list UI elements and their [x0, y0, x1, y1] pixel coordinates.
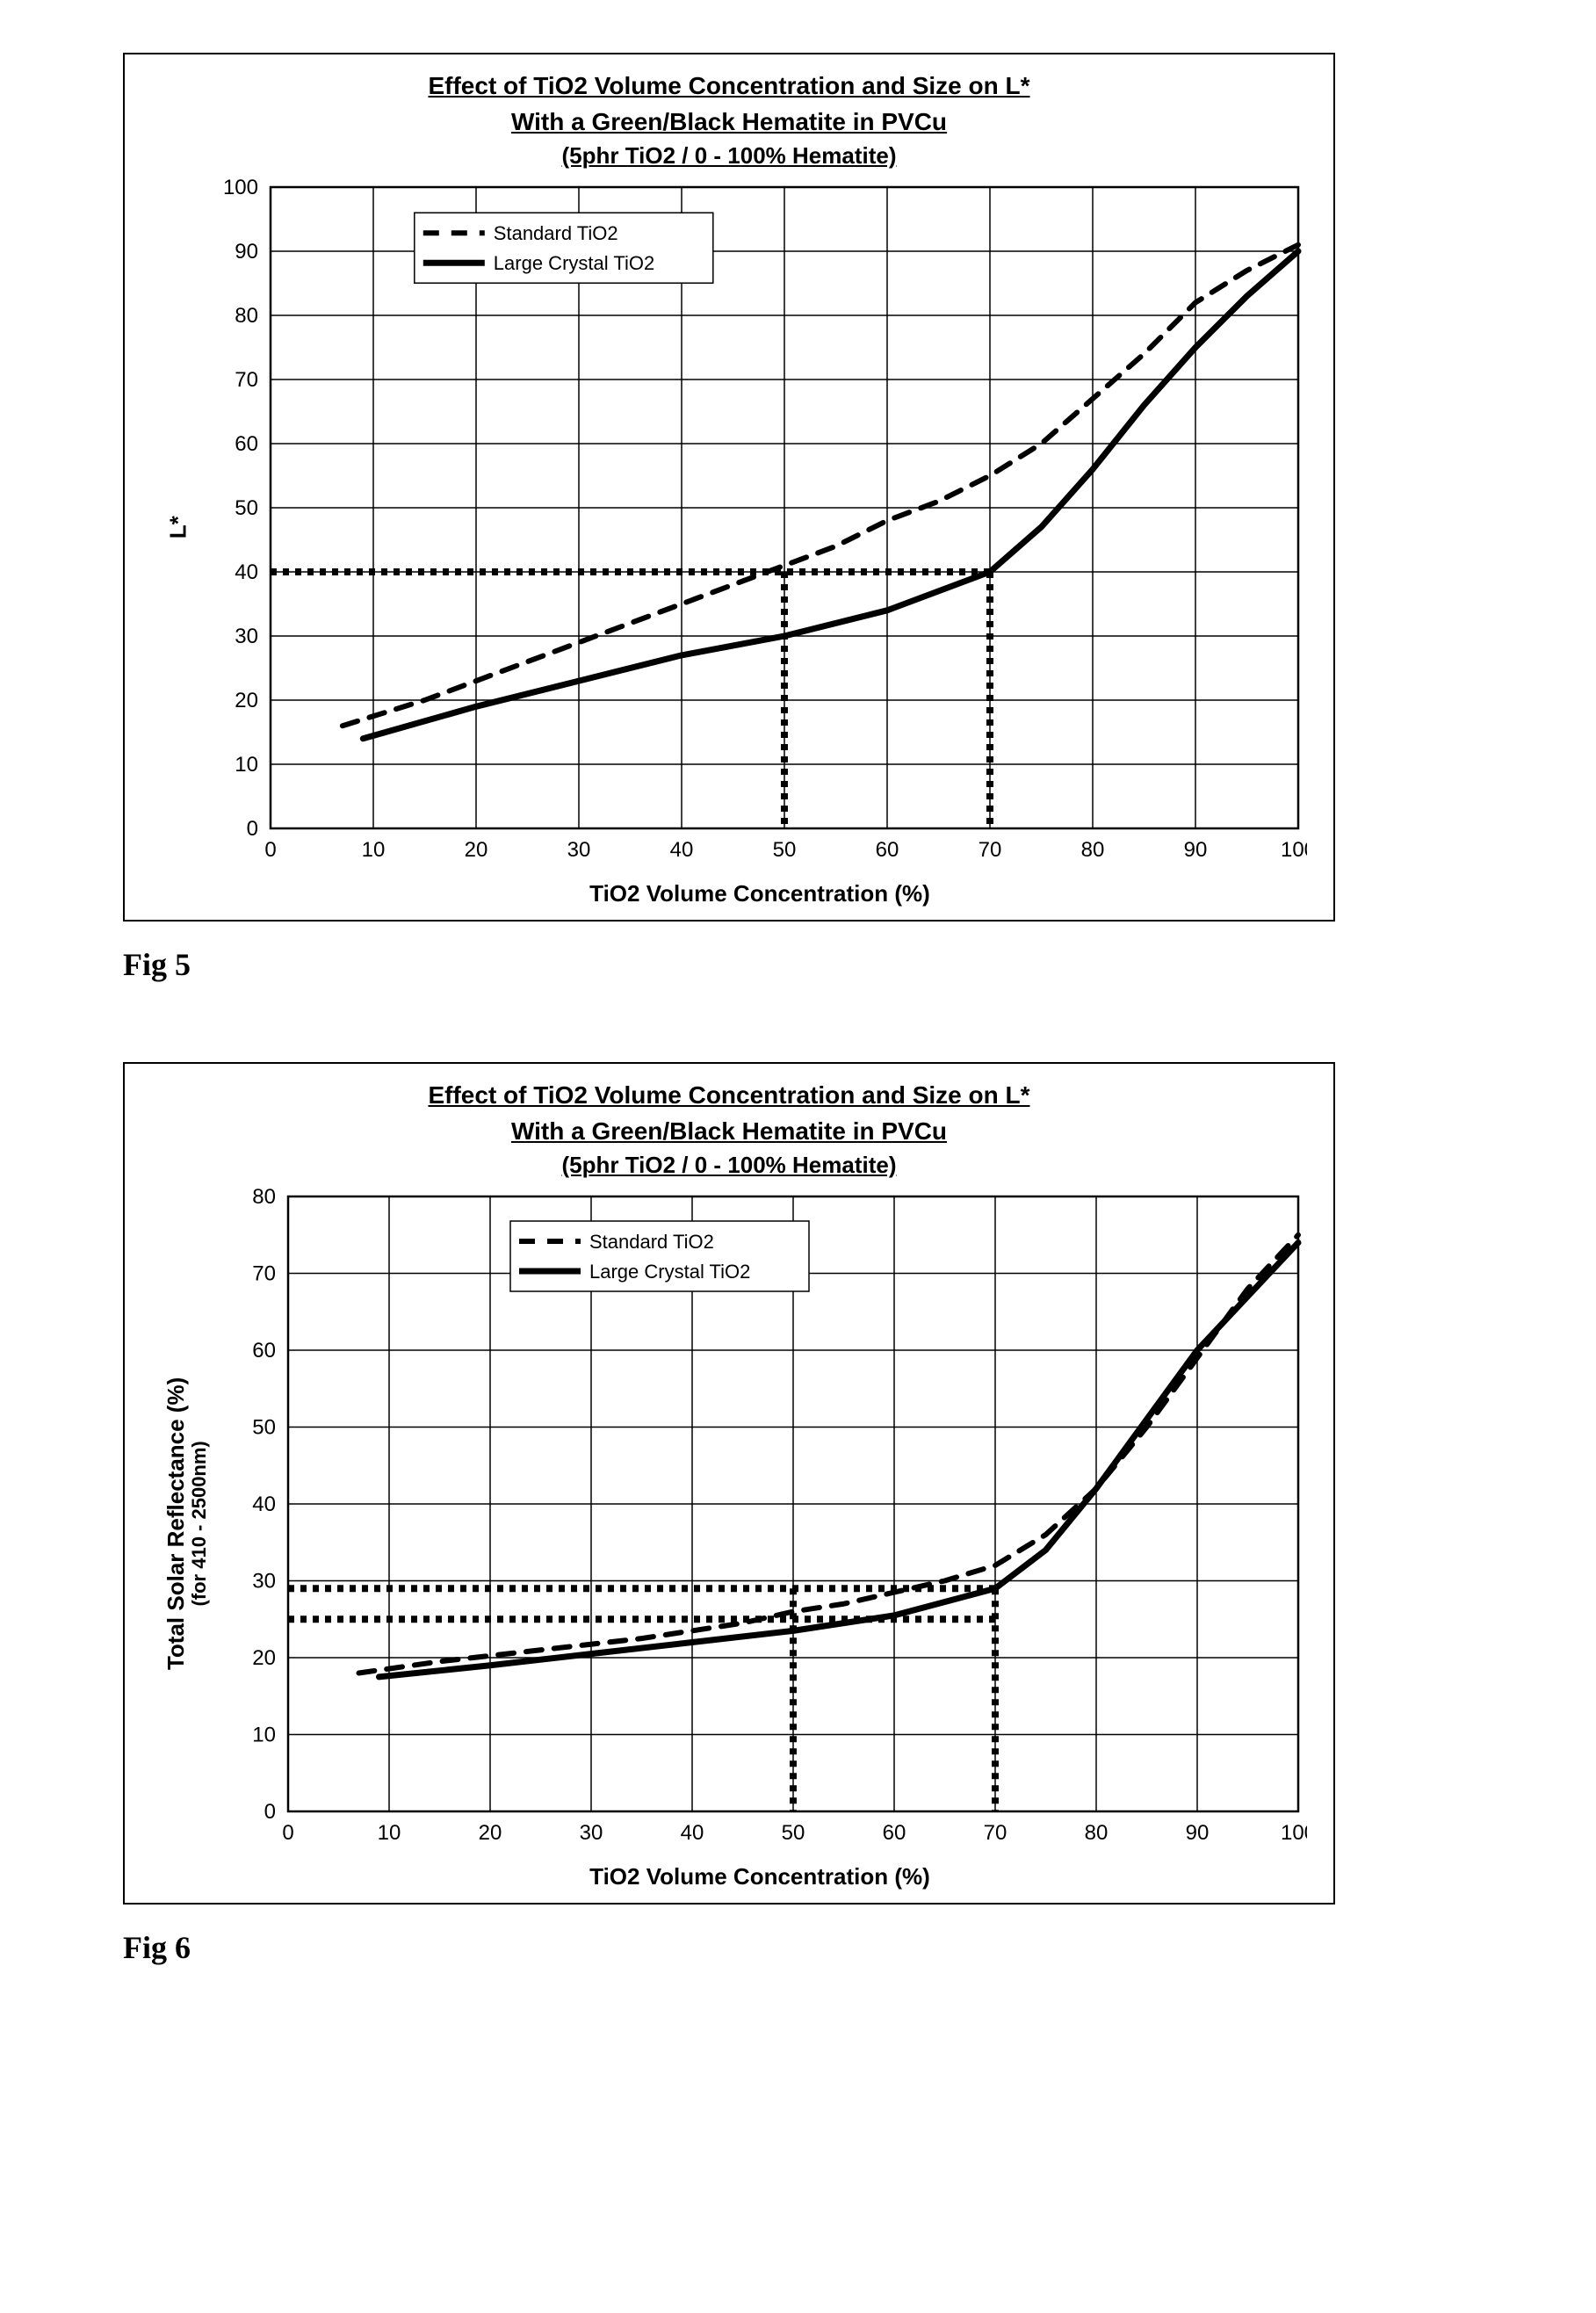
- svg-text:70: 70: [984, 1821, 1007, 1845]
- svg-text:70: 70: [979, 838, 1002, 862]
- svg-text:50: 50: [773, 838, 797, 862]
- figure-caption: Fig 5: [123, 946, 1526, 983]
- svg-text:10: 10: [378, 1821, 401, 1845]
- svg-text:80: 80: [1085, 1821, 1109, 1845]
- x-axis-label: TiO2 Volume Concentration (%): [209, 1863, 1311, 1890]
- svg-text:90: 90: [1184, 838, 1208, 862]
- figure-caption: Fig 6: [123, 1929, 1526, 1966]
- svg-text:50: 50: [252, 1416, 276, 1440]
- y-axis-label: L*: [148, 178, 209, 877]
- svg-text:20: 20: [235, 689, 258, 712]
- svg-text:50: 50: [235, 496, 258, 520]
- svg-text:60: 60: [252, 1339, 276, 1363]
- chart-title-l2: With a Green/Black Hematite in PVCu: [148, 106, 1311, 137]
- svg-text:50: 50: [782, 1821, 805, 1845]
- chart-frame-fig6: Effect of TiO2 Volume Concentration and …: [123, 1062, 1335, 1905]
- svg-text:60: 60: [876, 838, 899, 862]
- svg-text:30: 30: [252, 1570, 276, 1594]
- svg-text:0: 0: [264, 1800, 276, 1824]
- svg-text:40: 40: [235, 560, 258, 584]
- legend: Standard TiO2 Large Crystal TiO2: [510, 1221, 809, 1291]
- svg-text:20: 20: [479, 1821, 502, 1845]
- svg-text:80: 80: [235, 304, 258, 328]
- chart-title-l1: Effect of TiO2 Volume Concentration and …: [148, 1080, 1311, 1110]
- svg-text:10: 10: [252, 1724, 276, 1747]
- svg-text:Standard TiO2: Standard TiO2: [494, 222, 618, 244]
- svg-text:40: 40: [681, 1821, 704, 1845]
- figure-5: Effect of TiO2 Volume Concentration and …: [70, 53, 1526, 983]
- svg-text:20: 20: [465, 838, 488, 862]
- chart-title-l2: With a Green/Black Hematite in PVCu: [148, 1116, 1311, 1146]
- svg-text:80: 80: [252, 1188, 276, 1209]
- svg-text:10: 10: [235, 753, 258, 777]
- svg-text:70: 70: [235, 368, 258, 392]
- svg-text:40: 40: [670, 838, 694, 862]
- svg-text:70: 70: [252, 1262, 276, 1286]
- svg-text:100: 100: [1281, 838, 1307, 862]
- svg-text:40: 40: [252, 1493, 276, 1516]
- plot-area-fig6: 0 10 20 30 40 50 60 70 80 90 100 0 10 20 30 40 50 60 70 80 S…: [227, 1188, 1311, 1860]
- svg-text:0: 0: [264, 838, 276, 862]
- svg-text:10: 10: [362, 838, 386, 862]
- svg-text:60: 60: [883, 1821, 906, 1845]
- svg-text:100: 100: [223, 178, 258, 199]
- svg-text:30: 30: [567, 838, 591, 862]
- svg-text:30: 30: [235, 625, 258, 648]
- svg-text:Large Crystal TiO2: Large Crystal TiO2: [589, 1261, 750, 1283]
- svg-text:0: 0: [282, 1821, 293, 1845]
- svg-text:90: 90: [1186, 1821, 1210, 1845]
- svg-text:90: 90: [235, 240, 258, 264]
- svg-text:Standard TiO2: Standard TiO2: [589, 1231, 714, 1253]
- svg-text:80: 80: [1081, 838, 1105, 862]
- x-axis-label: TiO2 Volume Concentration (%): [209, 880, 1311, 907]
- chart-subtitle: (5phr TiO2 / 0 - 100% Hematite): [148, 1152, 1311, 1179]
- svg-text:60: 60: [235, 432, 258, 456]
- chart-subtitle: (5phr TiO2 / 0 - 100% Hematite): [148, 142, 1311, 170]
- figure-6: Effect of TiO2 Volume Concentration and …: [70, 1062, 1526, 1966]
- y-axis-label: Total Solar Reflectance (%) (for 410 - 2…: [148, 1188, 227, 1860]
- svg-text:0: 0: [247, 817, 258, 841]
- svg-text:30: 30: [580, 1821, 603, 1845]
- svg-text:100: 100: [1281, 1821, 1307, 1845]
- chart-frame-fig5: Effect of TiO2 Volume Concentration and …: [123, 53, 1335, 922]
- svg-text:20: 20: [252, 1646, 276, 1670]
- svg-text:Large Crystal TiO2: Large Crystal TiO2: [494, 252, 654, 274]
- plot-area-fig5: 0 10 20 30 40 50 60 70 80 90 100 0 10 20 30 40 50 60 70 80 9…: [209, 178, 1311, 877]
- legend: Standard TiO2 Large Crystal TiO2: [415, 213, 713, 283]
- chart-title-l1: Effect of TiO2 Volume Concentration and …: [148, 70, 1311, 101]
